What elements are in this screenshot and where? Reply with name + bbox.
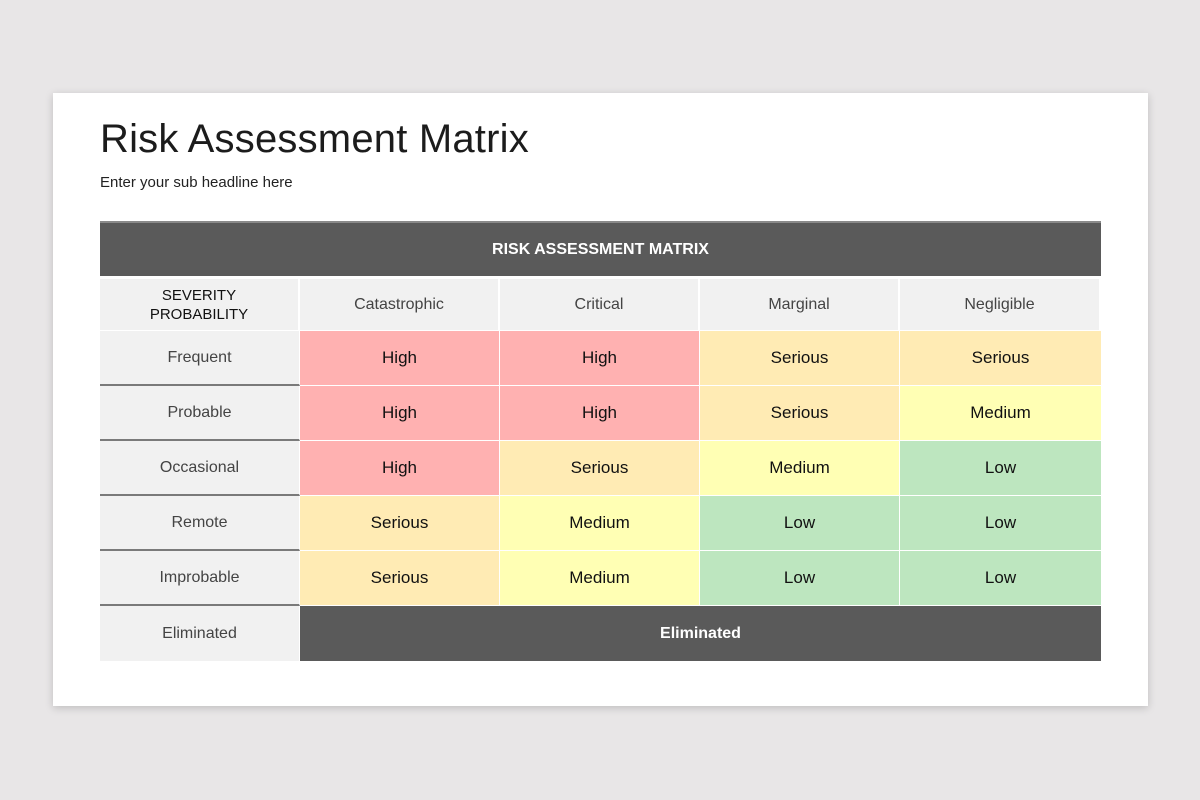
risk-cell: Serious xyxy=(700,386,900,441)
slide: Risk Assessment Matrix Enter your sub he… xyxy=(53,93,1148,706)
risk-cell: High xyxy=(300,331,500,386)
risk-cell: High xyxy=(300,441,500,496)
severity-header-row: SEVERITY PROBABILITY Catastrophic Critic… xyxy=(100,276,1101,331)
eliminated-band: Eliminated xyxy=(300,606,1101,661)
risk-cell: Serious xyxy=(300,551,500,606)
corner-cell: SEVERITY PROBABILITY xyxy=(100,276,300,331)
matrix-header: RISK ASSESSMENT MATRIX xyxy=(100,221,1101,276)
corner-severity-label: SEVERITY xyxy=(161,286,237,304)
table-row: Frequent High High Serious Serious xyxy=(100,331,1101,386)
table-row: Occasional High Serious Medium Low xyxy=(100,441,1101,496)
probability-label-remote: Remote xyxy=(100,496,300,551)
page-subtitle: Enter your sub headline here xyxy=(100,174,293,191)
probability-label-occasional: Occasional xyxy=(100,441,300,496)
severity-header-catastrophic: Catastrophic xyxy=(300,276,500,331)
table-row-eliminated: Eliminated Eliminated xyxy=(100,606,1101,661)
risk-cell: Serious xyxy=(700,331,900,386)
risk-cell: Serious xyxy=(500,441,700,496)
risk-cell: Medium xyxy=(900,386,1101,441)
risk-cell: High xyxy=(500,331,700,386)
risk-matrix-table: RISK ASSESSMENT MATRIX SEVERITY PROBABIL… xyxy=(100,221,1101,661)
probability-label-frequent: Frequent xyxy=(100,331,300,386)
risk-cell: High xyxy=(300,386,500,441)
risk-cell: Medium xyxy=(700,441,900,496)
risk-cell: Low xyxy=(900,551,1101,606)
risk-cell: Low xyxy=(700,551,900,606)
risk-cell: Serious xyxy=(900,331,1101,386)
risk-cell: Low xyxy=(700,496,900,551)
table-row: Improbable Serious Medium Low Low xyxy=(100,551,1101,606)
risk-cell: Serious xyxy=(300,496,500,551)
page-title: Risk Assessment Matrix xyxy=(100,117,529,161)
risk-cell: Medium xyxy=(500,551,700,606)
probability-label-eliminated: Eliminated xyxy=(100,606,300,661)
severity-header-negligible: Negligible xyxy=(900,276,1101,331)
table-row: Probable High High Serious Medium xyxy=(100,386,1101,441)
probability-label-probable: Probable xyxy=(100,386,300,441)
risk-cell: High xyxy=(500,386,700,441)
corner-probability-label: PROBABILITY xyxy=(149,305,249,323)
risk-cell: Low xyxy=(900,441,1101,496)
risk-cell: Medium xyxy=(500,496,700,551)
risk-cell: Low xyxy=(900,496,1101,551)
probability-label-improbable: Improbable xyxy=(100,551,300,606)
severity-header-critical: Critical xyxy=(500,276,700,331)
severity-header-marginal: Marginal xyxy=(700,276,900,331)
table-row: Remote Serious Medium Low Low xyxy=(100,496,1101,551)
